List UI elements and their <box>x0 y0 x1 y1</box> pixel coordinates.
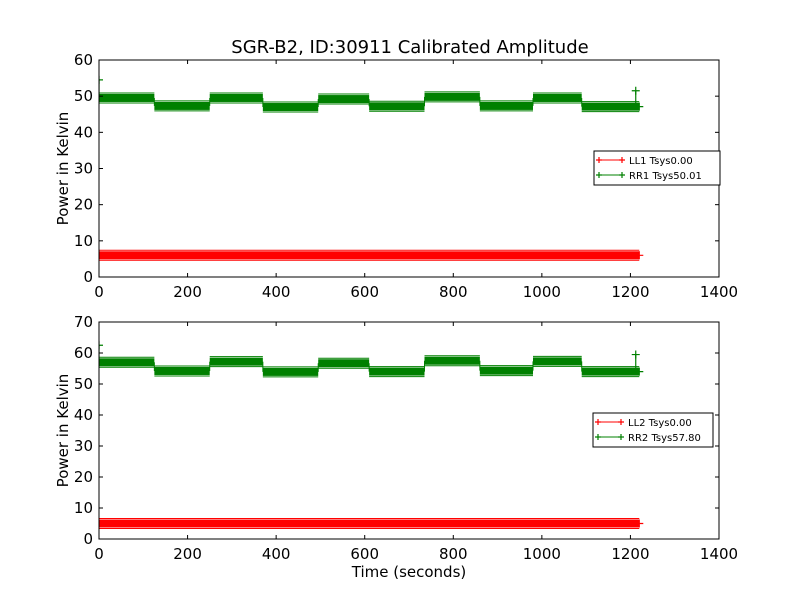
y-tick-label: 70 <box>74 313 93 331</box>
x-tick-label: 600 <box>350 283 379 301</box>
y-tick-label: 10 <box>74 499 93 517</box>
y-tick-label: 60 <box>74 51 93 69</box>
series-segment-band <box>154 366 210 375</box>
series-segment-band <box>581 367 640 376</box>
series-rr1 <box>99 75 644 113</box>
series-ll2 <box>99 518 644 529</box>
x-tick-label: 400 <box>262 283 291 301</box>
y-axis-label: Power in Kelvin <box>54 374 72 488</box>
series-segment-band <box>424 92 480 101</box>
plot-area <box>99 341 644 529</box>
y-tick-label: 0 <box>83 530 93 548</box>
series-spike-marker <box>631 86 640 95</box>
series-segment-band <box>424 356 480 365</box>
series-segment-band <box>581 102 640 111</box>
x-tick-label: 800 <box>439 283 468 301</box>
legend-marker <box>618 434 624 440</box>
series-spike-marker <box>631 350 640 359</box>
legend-label: LL1 Tsys0.00 <box>629 156 693 167</box>
legend-label: LL2 Tsys0.00 <box>628 418 692 429</box>
axes-frame <box>98 321 720 540</box>
series-segment-band <box>369 367 425 376</box>
top-panel: 0 200 400 600 800 1000 1200 1400 0 10 20 30 40 50 60 Po… <box>54 51 738 301</box>
y-tick-label: 20 <box>74 468 93 486</box>
series-segment-band <box>262 103 319 112</box>
x-tick-label: 800 <box>439 545 468 563</box>
series-segment-band <box>99 251 640 260</box>
y-tick-label: 30 <box>74 160 93 178</box>
x-tick-label: 1000 <box>523 283 561 301</box>
series-segment-band <box>99 519 640 528</box>
legend-label: RR1 Tsys50.01 <box>629 171 702 182</box>
series-end-marker <box>635 519 644 528</box>
y-axis-label: Power in Kelvin <box>54 112 72 226</box>
x-tick-label: 400 <box>262 545 291 563</box>
series-segment-band <box>209 93 263 102</box>
y-tick-label: 40 <box>74 123 93 141</box>
series-segment-band <box>99 93 155 102</box>
plot-area <box>99 75 644 261</box>
y-tick-label: 50 <box>74 87 93 105</box>
legend-marker <box>619 172 625 178</box>
series-segment-band <box>318 359 370 368</box>
x-tick-label: 0 <box>94 545 104 563</box>
y-tick-label: 50 <box>74 375 93 393</box>
x-tick-label: 1400 <box>700 545 738 563</box>
legend-label: RR2 Tsys57.80 <box>628 433 701 444</box>
x-tick-label: 200 <box>173 283 202 301</box>
legend-marker <box>595 434 601 440</box>
series-segment-band <box>262 367 319 376</box>
series-ll1 <box>99 249 644 261</box>
legend-box <box>593 150 721 186</box>
legend-marker <box>596 157 602 163</box>
x-tick-label: 1400 <box>700 283 738 301</box>
bottom-panel: 0 200 400 600 800 1000 1200 1400 0 10 20 30 40 50 60 70… <box>54 313 738 581</box>
x-tick-label: 200 <box>173 545 202 563</box>
x-tick-label: 1200 <box>611 545 649 563</box>
x-tick-label: 0 <box>94 283 104 301</box>
legend-box <box>592 412 714 448</box>
series-segment-band <box>533 357 582 366</box>
series-spike-marker <box>99 341 103 350</box>
legend-marker <box>595 419 601 425</box>
series-segment-band <box>318 95 370 104</box>
y-tick-label: 20 <box>74 196 93 214</box>
series-segment-band <box>479 366 533 375</box>
series-end-marker <box>635 102 644 111</box>
series-segment-band <box>99 358 155 367</box>
y-tick-label: 30 <box>74 437 93 455</box>
y-tick-label: 10 <box>74 232 93 250</box>
series-segment-band <box>369 102 425 111</box>
series-spike-marker <box>99 75 103 84</box>
x-tick-label: 1200 <box>611 283 649 301</box>
x-axis-label: Time (seconds) <box>351 563 467 581</box>
chart-title: SGR-B2, ID:30911 Calibrated Amplitude <box>231 37 588 58</box>
legend: LL1 Tsys0.00 RR1 Tsys50.01 <box>593 150 721 186</box>
y-tick-label: 40 <box>74 406 93 424</box>
y-tick-label: 0 <box>83 268 93 286</box>
series-segment-band <box>154 101 210 110</box>
series-end-marker <box>635 251 644 260</box>
legend-marker <box>619 157 625 163</box>
x-tick-label: 1000 <box>523 545 561 563</box>
x-tick-label: 600 <box>350 545 379 563</box>
series-rr2 <box>99 341 644 378</box>
legend-marker <box>596 172 602 178</box>
series-segment-band <box>209 357 263 366</box>
series-segment-band <box>533 93 582 102</box>
y-tick-label: 60 <box>74 344 93 362</box>
legend-marker <box>618 419 624 425</box>
series-end-marker <box>635 367 644 376</box>
series-segment-band <box>479 101 533 110</box>
legend: LL2 Tsys0.00 RR2 Tsys57.80 <box>592 412 714 448</box>
